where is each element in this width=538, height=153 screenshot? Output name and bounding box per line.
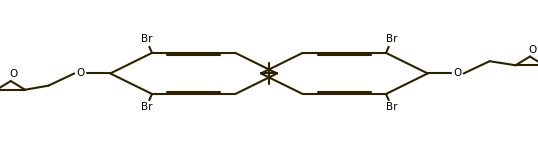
Text: Br: Br	[386, 34, 397, 45]
Text: O: O	[9, 69, 18, 80]
Text: Br: Br	[141, 102, 152, 112]
Text: Br: Br	[141, 34, 152, 45]
Text: Br: Br	[386, 102, 397, 112]
Text: O: O	[528, 45, 537, 55]
Text: O: O	[453, 68, 462, 78]
Text: O: O	[76, 68, 85, 78]
